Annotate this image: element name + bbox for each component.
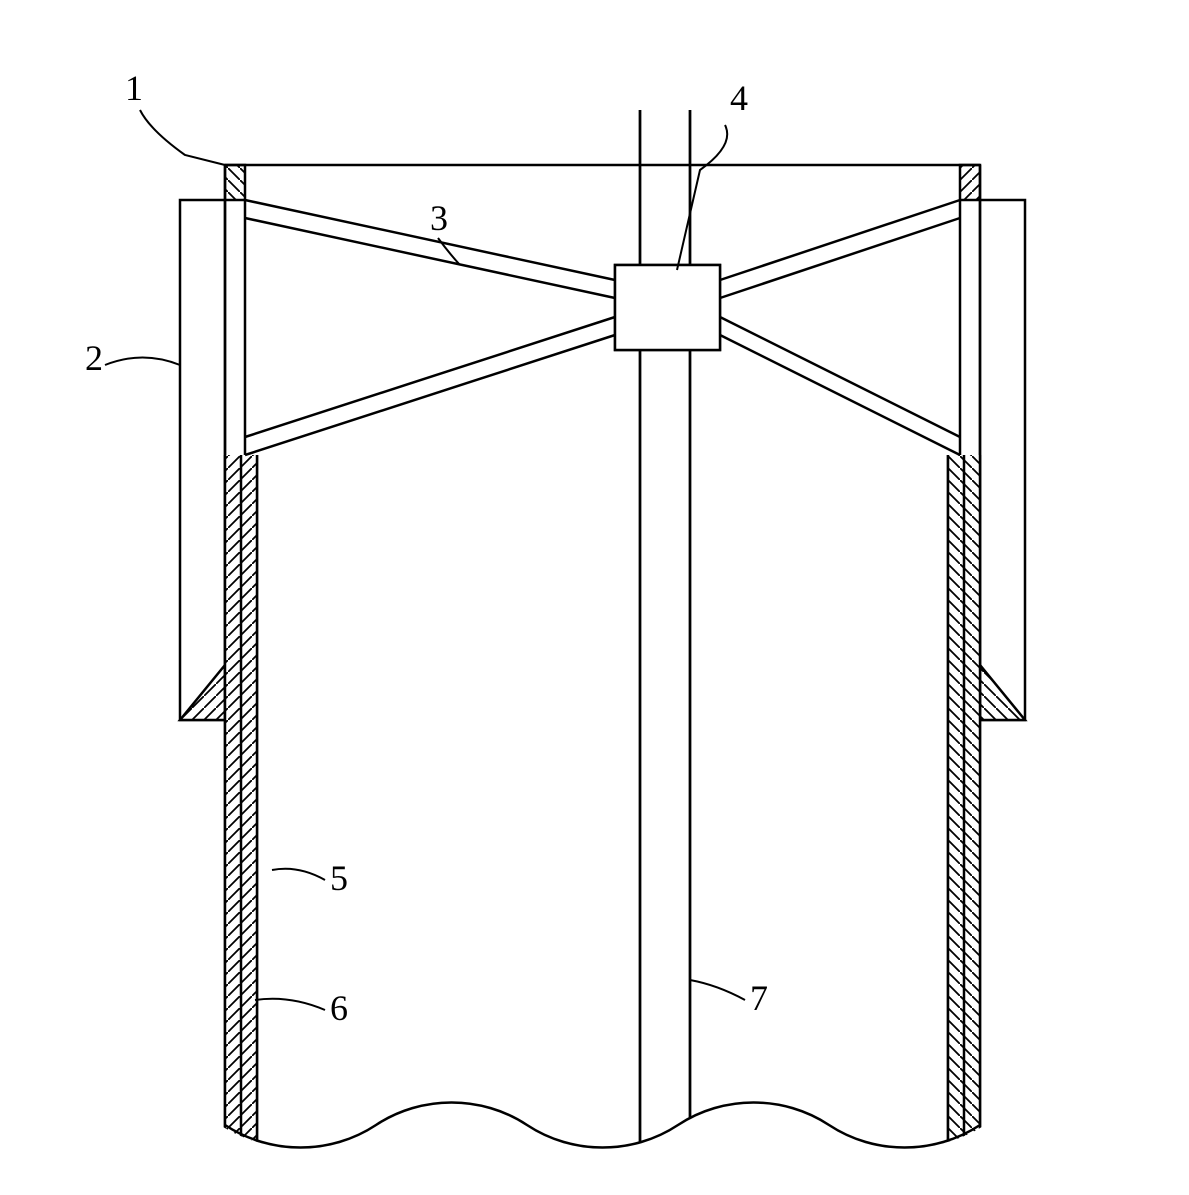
label-1: 1 — [125, 68, 143, 108]
label-4: 4 — [730, 78, 748, 118]
technical-diagram: 1 2 3 4 5 6 7 — [0, 0, 1189, 1195]
label-7: 7 — [750, 978, 768, 1018]
label-3: 3 — [430, 198, 448, 238]
label-5: 5 — [330, 858, 348, 898]
label-6: 6 — [330, 988, 348, 1028]
label-2: 2 — [85, 338, 103, 378]
